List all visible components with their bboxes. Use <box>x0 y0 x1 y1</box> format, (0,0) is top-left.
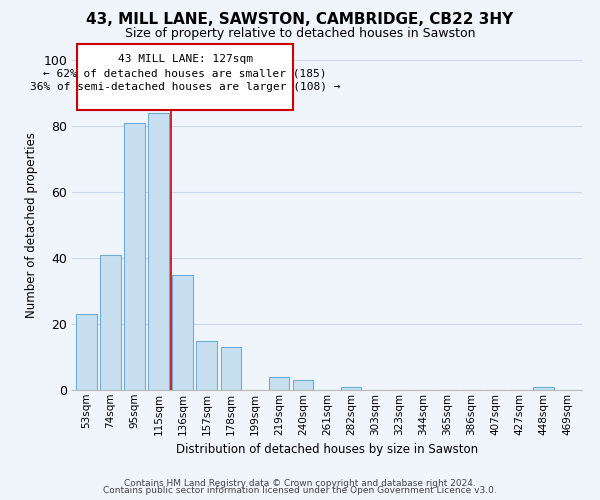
Bar <box>221 347 241 390</box>
Bar <box>196 340 217 390</box>
X-axis label: Distribution of detached houses by size in Sawston: Distribution of detached houses by size … <box>176 443 478 456</box>
FancyBboxPatch shape <box>77 44 293 110</box>
Bar <box>269 377 289 390</box>
Text: Contains HM Land Registry data © Crown copyright and database right 2024.: Contains HM Land Registry data © Crown c… <box>124 478 476 488</box>
Text: Size of property relative to detached houses in Sawston: Size of property relative to detached ho… <box>125 28 475 40</box>
Bar <box>172 274 193 390</box>
Y-axis label: Number of detached properties: Number of detached properties <box>25 132 38 318</box>
Bar <box>100 254 121 390</box>
Text: 43 MILL LANE: 127sqm
← 62% of detached houses are smaller (185)
36% of semi-deta: 43 MILL LANE: 127sqm ← 62% of detached h… <box>30 54 340 92</box>
Bar <box>124 122 145 390</box>
Bar <box>341 386 361 390</box>
Text: Contains public sector information licensed under the Open Government Licence v3: Contains public sector information licen… <box>103 486 497 495</box>
Bar <box>293 380 313 390</box>
Bar <box>533 386 554 390</box>
Text: 43, MILL LANE, SAWSTON, CAMBRIDGE, CB22 3HY: 43, MILL LANE, SAWSTON, CAMBRIDGE, CB22 … <box>86 12 514 28</box>
Bar <box>76 314 97 390</box>
Bar <box>148 113 169 390</box>
